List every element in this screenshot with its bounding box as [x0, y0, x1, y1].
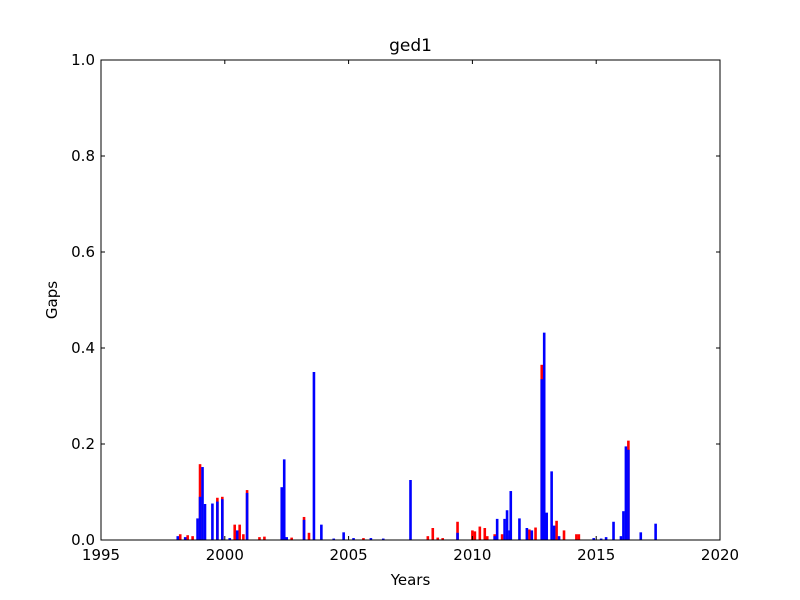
bar-series-1-16	[312, 372, 316, 540]
bar-series-1-33	[530, 530, 534, 540]
bar-series-0-25	[483, 528, 487, 540]
bar-series-1-35	[542, 332, 546, 540]
y-tick-label: 0.4	[71, 339, 95, 357]
bar-series-0-20	[441, 538, 444, 540]
bar-series-0-10	[258, 537, 261, 540]
bar-series-1-1	[183, 537, 187, 540]
bar-series-1-14	[285, 537, 288, 540]
bar-series-1-45	[622, 511, 625, 540]
y-tick-label: 0.0	[71, 531, 95, 549]
chart-title: ged1	[389, 36, 432, 56]
bar-series-1-13	[282, 459, 286, 540]
bar-series-0-15	[307, 532, 311, 540]
bar-series-1-36	[545, 512, 548, 540]
bar-series-1-17	[320, 524, 323, 540]
x-tick-label: 2015	[577, 546, 615, 564]
bar-series-1-15	[302, 519, 306, 540]
bar-series-0-26	[485, 536, 489, 540]
bar-series-0-17	[426, 536, 430, 540]
bar-series-0-28	[500, 534, 504, 540]
bar-series-1-43	[612, 521, 615, 540]
y-tick-label: 0.8	[71, 147, 95, 165]
bar-series-0-31	[534, 527, 537, 540]
bar-series-0-1	[186, 535, 189, 540]
x-tick-label: 1995	[82, 546, 120, 564]
bar-series-1-38	[552, 525, 556, 540]
y-tick-label: 0.2	[71, 435, 95, 453]
bar-series-0-7	[238, 524, 241, 540]
x-tick-label: 2005	[330, 546, 368, 564]
bar-series-0-33	[555, 520, 558, 540]
bar-series-0-11	[263, 536, 266, 540]
bar-series-0-23	[473, 531, 477, 540]
bar-series-0-8	[242, 534, 245, 540]
bar-series-1-10	[235, 530, 239, 540]
bar-series-1-23	[409, 480, 412, 540]
bar-series-1-39	[557, 536, 561, 540]
x-tick-label: 2010	[453, 546, 491, 564]
bar-series-1-47	[627, 449, 630, 540]
bar-series-1-28	[505, 510, 509, 540]
bar-series-1-3	[198, 496, 202, 540]
bar-series-1-0	[176, 536, 180, 540]
bar-series-0-21	[456, 521, 459, 540]
bar-series-1-12	[280, 487, 284, 540]
bar-series-1-27	[503, 518, 506, 540]
bar-series-1-20	[352, 538, 355, 540]
bar-series-1-6	[211, 503, 214, 540]
bar-series-1-7	[216, 501, 219, 540]
bar-series-0-30	[528, 529, 531, 540]
x-tick-label: 2000	[206, 546, 244, 564]
bar-series-1-41	[599, 538, 603, 540]
bar-series-1-31	[518, 518, 521, 540]
bar-series-0-35	[575, 534, 578, 540]
y-tick-label: 0.6	[71, 243, 95, 261]
bar-series-1-46	[624, 446, 628, 540]
x-axis: 1995 2000 2005 2010 2015 2020	[82, 60, 739, 564]
bar-series-1-34	[540, 379, 544, 540]
bar-series-0-18	[431, 528, 435, 540]
bar-series-0-0	[178, 534, 182, 540]
bar-series-1-21	[369, 538, 373, 540]
bar-series-0-34	[562, 530, 566, 540]
bar-series-1-40	[592, 538, 596, 540]
bar-series-1-37	[550, 471, 553, 540]
bar-series-0-22	[471, 530, 474, 540]
bar-series-1-49	[654, 523, 657, 540]
x-axis-title: Years	[390, 571, 431, 589]
bar-series-1-48	[639, 532, 643, 540]
bar-series-1-32	[525, 528, 529, 540]
bar-series-1-8	[221, 499, 224, 540]
bar-series-0-24	[478, 526, 482, 540]
bar-series-1-4	[201, 467, 204, 540]
bar-series-1-30	[509, 491, 513, 540]
bar-series-0-16	[362, 538, 365, 540]
bar-series-1-11	[245, 492, 249, 540]
y-axis-title: Gaps	[43, 281, 61, 319]
bar-series-1-26	[495, 518, 499, 540]
bar-series-1-18	[332, 538, 336, 540]
bar-series-0-13	[290, 537, 293, 540]
bar-series-1-2	[196, 518, 199, 540]
bar-series-0-6	[233, 524, 236, 540]
bar-series-1-19	[342, 532, 345, 540]
plot-area	[101, 60, 720, 540]
bar-series-0-19	[436, 537, 440, 540]
bar-series-0-2	[191, 536, 194, 540]
y-axis: 0.0 0.2 0.4 0.6 0.8 1.0	[71, 51, 720, 549]
x-tick-label: 2020	[701, 546, 739, 564]
bar-series-1-9	[228, 538, 232, 540]
plot-frame	[100, 59, 721, 541]
bars-layer	[176, 332, 657, 540]
bar-series-1-44	[619, 536, 623, 540]
y-tick-label: 1.0	[71, 51, 95, 69]
bar-series-1-22	[381, 538, 385, 540]
bar-series-1-5	[203, 504, 207, 540]
bar-series-1-24	[456, 532, 459, 540]
bar-series-0-36	[577, 534, 581, 540]
bar-series-1-25	[493, 536, 496, 540]
bar-series-1-42	[604, 537, 608, 540]
